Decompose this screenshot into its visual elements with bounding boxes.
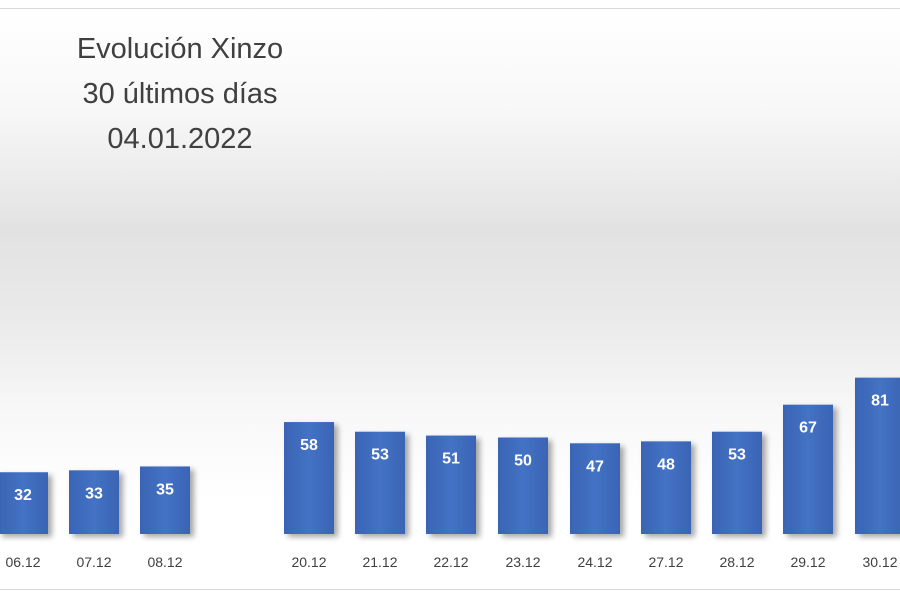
bar-06.12 bbox=[0, 472, 48, 534]
chart-title-line-3: 04.01.2022 bbox=[107, 123, 253, 155]
bar-value-label-24.12: 47 bbox=[586, 458, 604, 475]
x-tick-label-28.12: 28.12 bbox=[719, 554, 754, 570]
bar-21.12 bbox=[355, 431, 405, 534]
bar-value-label-23.12: 50 bbox=[514, 453, 532, 470]
x-tick-label-20.12: 20.12 bbox=[291, 554, 326, 570]
chart-title-line-1: Evolución Xinzo bbox=[76, 33, 284, 65]
chart-title-line-2: 30 últimos días bbox=[82, 78, 278, 110]
bar-value-label-08.12: 35 bbox=[156, 481, 174, 498]
data-labels-layer: 32 33 35 58 53 51 50 47 48 53 67 81 bbox=[14, 393, 889, 505]
x-tick-label-29.12: 29.12 bbox=[790, 554, 825, 570]
x-tick-label-06.12: 06.12 bbox=[5, 554, 40, 570]
bars-layer bbox=[0, 377, 900, 534]
bar-value-label-07.12: 33 bbox=[85, 485, 103, 502]
x-tick-label-21.12: 21.12 bbox=[362, 554, 397, 570]
bar-value-label-28.12: 53 bbox=[728, 447, 746, 464]
x-tick-label-07.12: 07.12 bbox=[76, 554, 111, 570]
x-tick-label-30.12: 30.12 bbox=[862, 554, 897, 570]
bar-value-label-22.12: 51 bbox=[442, 451, 460, 468]
bar-value-label-29.12: 67 bbox=[799, 420, 817, 437]
bar-30.12 bbox=[855, 377, 900, 534]
bar-value-label-06.12: 32 bbox=[14, 487, 32, 504]
bar-24.12 bbox=[570, 443, 620, 534]
x-tick-label-27.12: 27.12 bbox=[648, 554, 683, 570]
bar-29.12 bbox=[783, 404, 833, 534]
bar-20.12 bbox=[284, 422, 334, 534]
bar-value-label-27.12: 48 bbox=[657, 456, 675, 473]
bar-22.12 bbox=[426, 435, 476, 534]
bar-value-label-21.12: 53 bbox=[371, 447, 389, 464]
x-tick-label-08.12: 08.12 bbox=[147, 554, 182, 570]
bar-28.12 bbox=[712, 431, 762, 534]
bar-23.12 bbox=[498, 437, 548, 534]
bar-07.12 bbox=[69, 470, 119, 534]
x-axis-tick-labels: 06.12 07.12 08.12 20.12 21.12 22.12 23.12 24.12… bbox=[5, 554, 897, 570]
bar-value-label-30.12: 81 bbox=[871, 393, 889, 410]
bar-08.12 bbox=[140, 466, 190, 534]
x-tick-label-24.12: 24.12 bbox=[577, 554, 612, 570]
bar-27.12 bbox=[641, 441, 691, 534]
x-tick-label-22.12: 22.12 bbox=[433, 554, 468, 570]
x-tick-label-23.12: 23.12 bbox=[505, 554, 540, 570]
bar-value-label-20.12: 58 bbox=[300, 437, 318, 454]
